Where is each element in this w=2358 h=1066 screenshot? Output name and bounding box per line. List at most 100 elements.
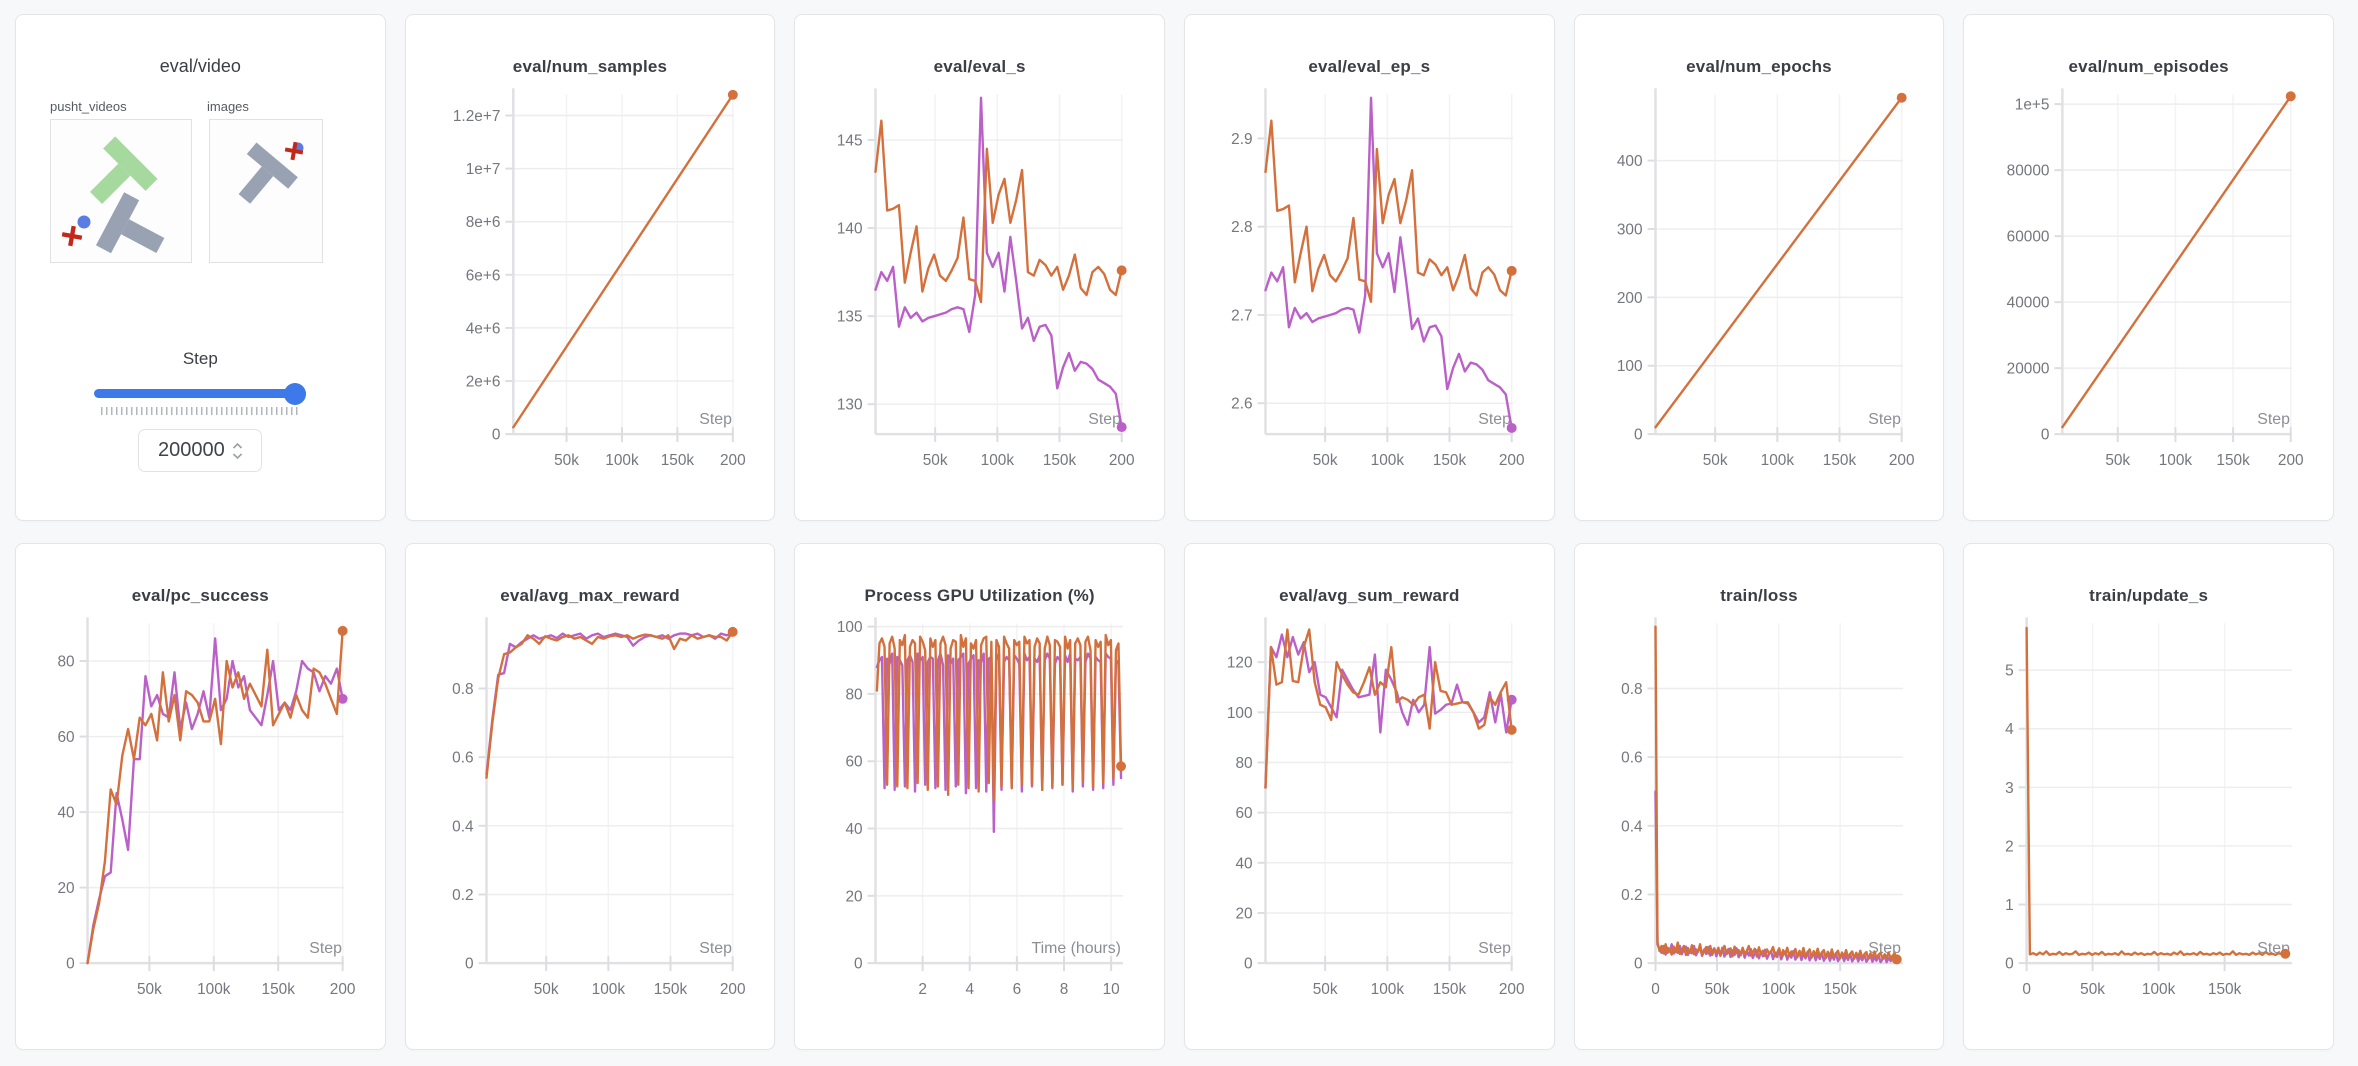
- y-tick-label: 60: [1235, 805, 1252, 822]
- y-tick-label: 0: [1634, 427, 1643, 444]
- chart-canvas[interactable]: 0 0.2 0.4 0.6 0.8 0 50k 100k 150k Step: [1575, 606, 1944, 1044]
- target-cross-icon: [61, 225, 83, 247]
- y-tick-label: 80000: [2007, 163, 2050, 180]
- y-tick-label: 80: [58, 654, 75, 671]
- x-tick-label: 100k: [605, 452, 639, 469]
- x-tick-label: 6: [1013, 981, 1022, 998]
- y-tick-label: 200: [1617, 290, 1643, 307]
- y-tick-label: 4: [2005, 721, 2014, 738]
- x-tick-label: 150k: [1823, 981, 1857, 998]
- y-tick-label: 100: [1617, 358, 1643, 375]
- y-tick-label: 0.2: [452, 887, 473, 904]
- x-axis-label: Step: [309, 940, 342, 957]
- media-panel-body: pusht_videos images: [16, 77, 385, 472]
- thumbnail-label-images: images: [207, 99, 249, 114]
- series-end-dot-orange-run: [2286, 91, 2297, 102]
- step-slider-track[interactable]: [94, 389, 307, 398]
- thumbnail-labels: pusht_videos images: [50, 99, 385, 114]
- step-input-value[interactable]: 200000: [157, 439, 225, 461]
- step-slider-handle[interactable]: [284, 383, 307, 405]
- step-slider-ruler: [101, 407, 300, 415]
- x-tick-label: 2: [919, 981, 928, 998]
- y-tick-label: 0: [66, 956, 75, 973]
- chart-panel-eval-eval-s: eval/eval_s 130 135 140 145 50k 100k 150k 200 Ste…: [794, 14, 1165, 521]
- x-tick-label: 150k: [262, 981, 296, 998]
- series-purple-run: [484, 631, 734, 776]
- y-tick-label: 120: [1227, 655, 1253, 672]
- chart-panel-eval-avg-sum-reward: eval/avg_sum_reward 0 20 40 60 80 100 120 50k 100…: [1183, 543, 1555, 1050]
- x-tick-label: 50k: [1704, 981, 1729, 998]
- chart-canvas[interactable]: 0 20 40 60 80 100 120 50k 100k 150k 200 Step: [1185, 606, 1554, 1044]
- x-tick-label: 8: [1060, 981, 1069, 998]
- series-purple-run: [874, 96, 1124, 429]
- media-panel-eval-video: eval/video pusht_videos images: [15, 14, 386, 521]
- chart-canvas[interactable]: 0 20 40 60 80 100 2 4 6 8 10 Time (hours): [795, 606, 1164, 1044]
- x-tick-label: 4: [966, 981, 975, 998]
- x-tick-label: 100k: [2142, 981, 2176, 998]
- pusht-video-thumbnail[interactable]: [50, 119, 192, 263]
- series-end-dot-purple-run: [1506, 422, 1517, 433]
- series-orange-run: [86, 629, 344, 965]
- gray-t-block: [95, 192, 165, 254]
- step-input[interactable]: 200000: [138, 429, 263, 472]
- y-tick-label: 2.8: [1231, 219, 1252, 236]
- stepper-arrows-icon[interactable]: [232, 441, 243, 461]
- x-tick-label: 150k: [660, 452, 694, 469]
- series-orange-run: [1264, 119, 1513, 303]
- series-orange-run: [2025, 626, 2287, 957]
- series-end-dot-orange-run: [1891, 954, 1902, 965]
- chart-canvas[interactable]: 0 0.2 0.4 0.6 0.8 50k 100k 150k 200 Step: [406, 606, 775, 1044]
- thumbnail-row: [50, 119, 385, 263]
- y-tick-label: 40000: [2007, 295, 2050, 312]
- y-tick-label: 60: [846, 754, 863, 771]
- x-tick-label: 100k: [1760, 452, 1794, 469]
- y-tick-label: 0: [491, 427, 500, 444]
- y-tick-label: 140: [837, 221, 863, 238]
- series-purple-run: [1264, 96, 1513, 430]
- chart-panel-eval-num-epochs: eval/num_epochs 0 100 200 300 400 50k 100k 150k 2…: [1573, 14, 1945, 521]
- y-tick-label: 0.8: [1621, 681, 1642, 698]
- y-tick-label: 1e+7: [465, 161, 500, 178]
- y-tick-label: 2.6: [1231, 396, 1252, 413]
- x-tick-label: 200: [720, 452, 746, 469]
- x-tick-label: 150k: [1043, 452, 1077, 469]
- x-tick-label: 100k: [1762, 981, 1796, 998]
- images-thumbnail[interactable]: [209, 119, 323, 263]
- step-slider[interactable]: [94, 383, 307, 405]
- series-end-dot-orange-run: [727, 626, 738, 637]
- chart-canvas[interactable]: 130 135 140 145 50k 100k 150k 200 Step: [795, 77, 1164, 515]
- series-end-dot-orange-run: [727, 89, 738, 100]
- x-tick-label: 50k: [2106, 452, 2131, 469]
- chart-title: train/loss: [1720, 586, 1798, 605]
- series-purple-run: [86, 637, 344, 965]
- x-axis-label: Step: [1478, 940, 1511, 957]
- chart-canvas[interactable]: 0 20 40 60 80 50k 100k 150k 200 Step: [16, 606, 385, 1044]
- series-orange-run: [511, 93, 734, 429]
- series-orange-run: [876, 633, 1123, 802]
- chart-canvas[interactable]: 0 20000 40000 60000 80000 1e+5 50k 100k 150k 200 S…: [1964, 77, 2333, 515]
- chart-canvas[interactable]: 2.6 2.7 2.8 2.9 50k 100k 150k 200 Step: [1185, 77, 1554, 515]
- chart-title: eval/eval_ep_s: [1308, 57, 1431, 76]
- y-tick-label: 2.9: [1231, 131, 1252, 148]
- y-tick-label: 80: [1235, 755, 1252, 772]
- y-tick-label: 40: [58, 805, 75, 822]
- chart-canvas[interactable]: 0 100 200 300 400 50k 100k 150k 200 Step: [1575, 77, 1944, 515]
- step-slider-label: Step: [182, 349, 218, 368]
- y-tick-label: 0.2: [1621, 887, 1642, 904]
- x-tick-label: 0: [2023, 981, 2032, 998]
- x-tick-label: 150k: [2208, 981, 2242, 998]
- y-tick-label: 20: [846, 888, 863, 905]
- x-tick-label: 50k: [2081, 981, 2106, 998]
- y-tick-label: 20: [58, 880, 75, 897]
- chart-title: eval/avg_sum_reward: [1279, 586, 1460, 605]
- chart-canvas[interactable]: 0 2e+6 4e+6 6e+6 8e+6 1e+7 1.2e+7 50k 100k 150k 20…: [406, 77, 775, 515]
- chart-panel-eval-num-samples: eval/num_samples 0 2e+6 4e+6 6e+6 8e+6 1e+7 1.2…: [404, 14, 776, 521]
- x-axis-label: Step: [1868, 411, 1901, 428]
- y-tick-label: 1.2e+7: [453, 108, 501, 125]
- series-end-dot-orange-run: [2280, 948, 2291, 959]
- agent-dot: [77, 215, 91, 229]
- y-tick-label: 40: [846, 821, 863, 838]
- x-axis-label: Step: [1478, 411, 1511, 428]
- series-end-dot-orange-run: [1116, 761, 1127, 772]
